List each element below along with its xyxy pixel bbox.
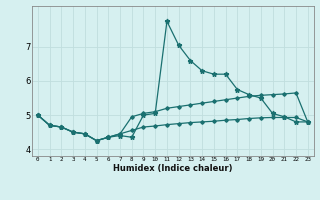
X-axis label: Humidex (Indice chaleur): Humidex (Indice chaleur) [113,164,233,173]
